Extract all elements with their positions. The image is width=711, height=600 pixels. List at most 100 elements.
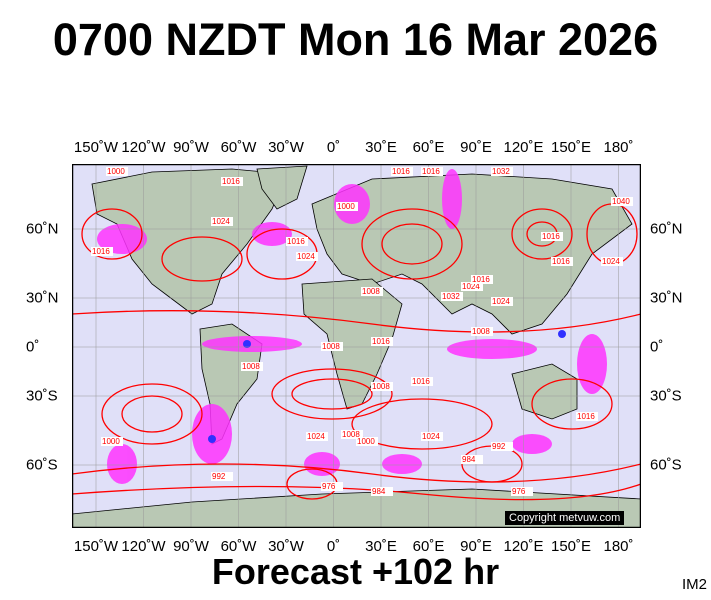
isobar-label: 1016 [552,257,570,266]
isobar-label-bg [611,197,633,206]
longitude-label: 30˚W [268,538,304,555]
isobar-label: 1016 [392,167,410,176]
longitude-label: 90˚W [173,538,209,555]
isobar-label-bg [91,247,113,256]
isobar-label-bg [286,237,308,246]
longitude-label: 60˚W [220,538,257,555]
isobar-label-bg [421,167,443,176]
isobar-label-bg [296,252,318,261]
isobar-label: 1008 [322,342,340,351]
isobar-label: 1000 [107,167,125,176]
latitude-label: 30˚N [26,289,59,307]
isobar-label-bg [441,292,463,301]
isobar-label-bg [371,337,393,346]
isobar-label-bg [491,442,513,451]
isobar-label-bg [321,482,343,491]
isobar-label-bg [576,412,598,421]
isobar-label-bg [306,432,328,441]
eurasia [311,173,633,335]
isobar-label: 984 [372,487,386,496]
isobar-label: 1000 [337,202,355,211]
isobar-label: 992 [492,442,506,451]
longitude-label: 150˚W [73,139,119,156]
isobar-label: 1032 [492,167,510,176]
latitude-label: 0˚ [26,338,40,356]
longitude-label: 150˚E [550,538,592,555]
longitude-label: 90˚W [173,139,209,156]
isobar-label: 976 [322,482,336,491]
isobar-label: 1016 [577,412,595,421]
isobar-label: 1008 [372,382,390,391]
isobar-label: 1024 [422,432,440,441]
forecast-label: Forecast +102 hr [211,551,500,592]
latitude-label: 30˚N [650,289,683,307]
australia [511,363,578,420]
isobar-label: 976 [512,487,526,496]
isobar-label-bg [461,455,483,464]
longitude-label: 120˚W [121,538,166,555]
latitude-label: 60˚S [26,456,58,474]
isobar-label-bg [361,287,383,296]
longitude-label: 30˚W [268,139,304,156]
precipitation [97,169,607,484]
isobar-label: 1024 [212,217,230,226]
isobar-label: 1016 [412,377,430,386]
longitude-label: 30˚E [365,538,397,555]
isobar-label-bg [541,232,563,241]
map-title: 0700 NZDT Mon 16 Mar 2026 [52,14,659,65]
isobar-label-bg [601,257,623,266]
longitude-label: 120˚E [503,139,544,156]
isobar-label: 1016 [222,177,240,186]
latitude-label: 30˚S [650,387,682,405]
copyright-label: Copyright metvuw.com [505,511,625,525]
isobar-label-bg [321,342,343,351]
longitude-label: 180˚ [603,139,634,156]
latitude-label: 0˚ [650,338,664,356]
isobar-label-bg [421,432,443,441]
isobar-label-bg [221,177,243,186]
longitude-label: 60˚E [412,139,445,156]
isobar-label: 1008 [472,327,490,336]
isobar-label-bg [461,282,483,291]
isobar-label: 1024 [602,257,620,266]
isobar-label-bg [211,472,233,481]
isobar-label: 1016 [542,232,560,241]
isobar-label-bg [356,437,378,446]
isobar-label: 1016 [472,275,490,284]
isobar-label-bg [336,202,358,211]
latitude-label: 30˚S [26,387,58,405]
isobar-label: 992 [212,472,226,481]
longitude-label: 0˚ [326,139,341,156]
longitude-label: 90˚E [460,538,492,555]
isobar-label: 1008 [242,362,260,371]
greenland [256,165,308,210]
image-id: IM2 [681,576,707,593]
isobar-label: 1024 [462,282,480,291]
longitude-label: 30˚E [365,139,397,156]
longitude-label: 0˚ [326,538,341,555]
isobar-label: 984 [462,455,476,464]
longitude-label: 60˚E [412,538,445,555]
isobar-label-bg [341,430,363,439]
isobar-label: 1016 [372,337,390,346]
isobar-label-bg [491,167,513,176]
latitude-label: 60˚N [650,220,683,238]
isobar-label: 1024 [307,432,325,441]
isobar-label: 1024 [492,297,510,306]
longitude-label: 150˚E [550,139,592,156]
isobar-label-bg [551,257,573,266]
isobars [72,203,641,501]
longitude-label: 180˚ [603,538,634,555]
isobar-label: 1000 [357,437,375,446]
latitude-label: 60˚S [650,456,682,474]
longitude-label: 120˚W [121,139,166,156]
isobar-label-bg [391,167,413,176]
isobar-label-bg [211,217,233,226]
isobar-label: 1016 [92,247,110,256]
isobar-label-bg [241,362,263,371]
isobar-label-bg [411,377,433,386]
isobar-label: 1000 [102,437,120,446]
isobar-label-bg [511,487,533,496]
isobar-label: 1024 [297,252,315,261]
